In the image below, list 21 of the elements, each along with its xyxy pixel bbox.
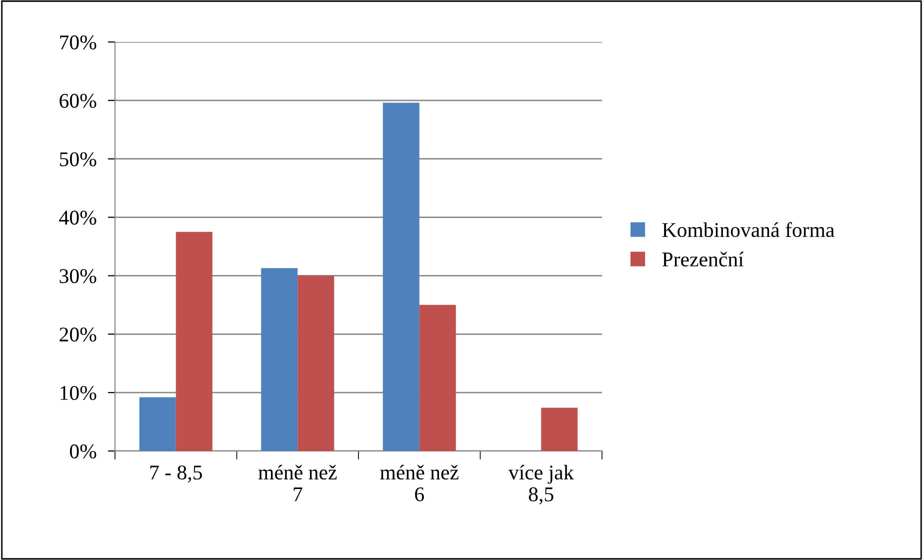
bar [176, 232, 212, 451]
y-tick-label: 50% [60, 152, 96, 166]
x-tick-label: 7 - 8,5 [150, 465, 202, 483]
bar [298, 276, 334, 451]
bar [541, 408, 578, 451]
y-tick-label: 0% [70, 444, 96, 458]
y-tick-label: 30% [60, 269, 96, 284]
y-tick-label: 20% [60, 328, 96, 342]
x-tick-label: méně než 7 [258, 464, 337, 502]
y-tick-label: 10% [60, 386, 96, 400]
x-tick-label: více jak 8,5 [508, 464, 574, 504]
y-tick-label: 60% [60, 94, 96, 108]
x-tick-label: méně než 6 [380, 464, 458, 502]
y-tick-label: 40% [59, 210, 96, 225]
bar [419, 304, 456, 451]
legend-label: Kombinovaná forma [662, 222, 834, 238]
bar [382, 102, 420, 451]
legend-label: Prezenční [662, 252, 744, 266]
bar [261, 268, 298, 451]
bar [139, 397, 176, 451]
y-tick-label: 70% [60, 35, 96, 50]
